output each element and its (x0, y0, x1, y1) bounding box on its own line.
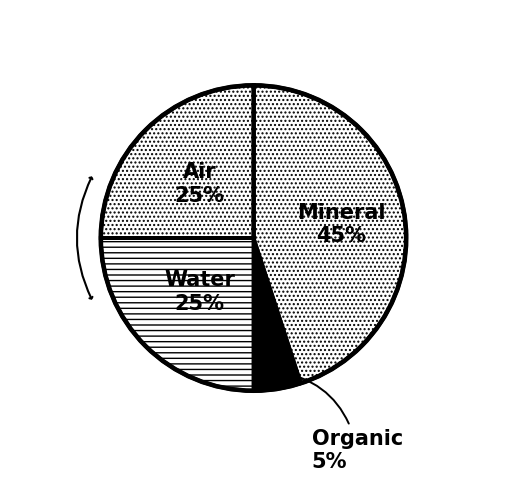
Text: Air
25%: Air 25% (174, 163, 225, 206)
Wedge shape (254, 85, 406, 383)
Wedge shape (101, 238, 254, 391)
Wedge shape (101, 85, 254, 238)
Wedge shape (254, 238, 301, 391)
Text: Water
25%: Water 25% (164, 270, 235, 314)
Text: Organic
5%: Organic 5% (278, 369, 403, 472)
Text: Mineral
45%: Mineral 45% (297, 203, 385, 246)
